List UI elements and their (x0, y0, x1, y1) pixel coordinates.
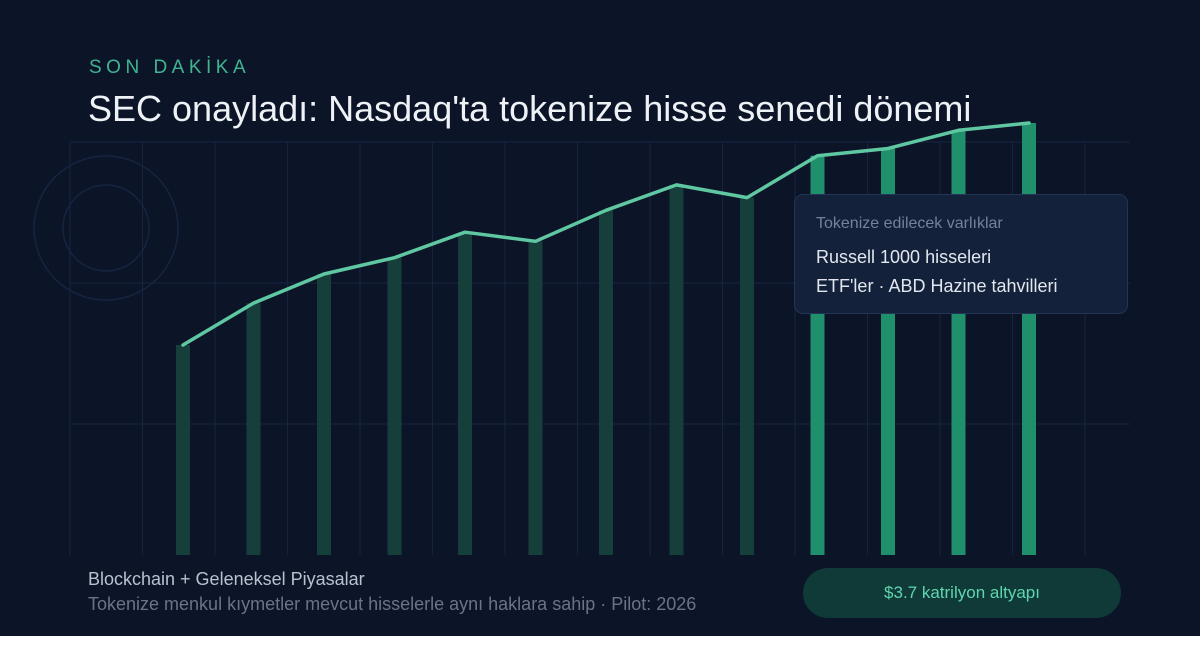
chart-bar (458, 232, 472, 555)
news-graphic: SON DAKİKA SEC onayladı: Nasdaq'ta token… (0, 0, 1200, 636)
headline: SEC onayladı: Nasdaq'ta tokenize hisse s… (88, 88, 972, 129)
chart-bars (176, 123, 1036, 556)
inner-ring (62, 184, 150, 272)
footer-subtitle: Tokenize menkul kıymetler mevcut hissele… (88, 594, 697, 614)
info-card-title: Tokenize edilecek varlıklar (816, 215, 1003, 232)
chart-bar (528, 241, 543, 555)
footer-title: Blockchain + Geleneksel Piyasalar (88, 569, 365, 589)
info-card-line: ETF'ler · ABD Hazine tahvilleri (816, 276, 1058, 296)
chart-bar (740, 197, 754, 555)
chart-trend-line (181, 121, 1031, 347)
chart-bar (317, 274, 331, 555)
tokenized-assets-card: Tokenize edilecek varlıklar Russell 1000… (794, 194, 1128, 314)
infrastructure-value-badge[interactable]: $3.7 katrilyon altyapı (803, 568, 1121, 618)
chart-bar (387, 257, 402, 555)
chart-bar (246, 303, 261, 555)
decorative-rings (33, 155, 179, 301)
breaking-news-label: SON DAKİKA (89, 57, 251, 78)
trend-line (181, 121, 1031, 347)
chart-bar (1022, 123, 1036, 555)
chart-bar (669, 184, 684, 556)
outer-ring (33, 155, 179, 301)
info-card-line: Russell 1000 hisseleri (816, 247, 992, 267)
badge-label: $3.7 katrilyon altyapı (884, 583, 1040, 602)
chart-bar (599, 210, 613, 555)
chart-bar (176, 345, 190, 555)
